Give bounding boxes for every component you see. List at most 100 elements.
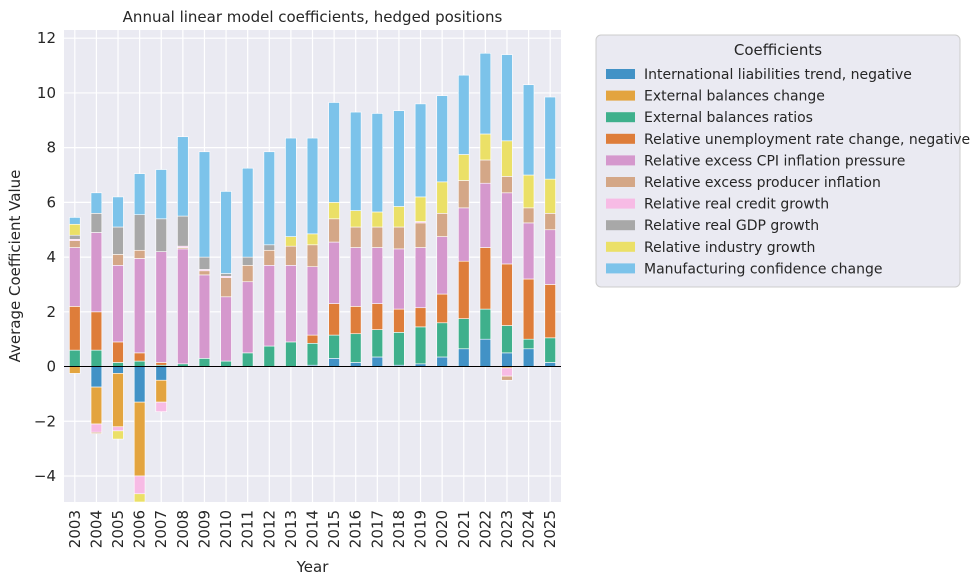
bar-segment [436,213,448,237]
bar-segment [155,218,167,252]
bar-segment [328,358,340,367]
legend-swatch [606,220,635,231]
bar-segment [263,244,275,251]
bar-segment [458,348,470,367]
y-tick-label: 6 [46,193,56,211]
x-tick-label: 2015 [325,510,343,548]
x-tick-label: 2013 [282,510,300,548]
bar-segment [501,54,513,142]
y-tick-label: 12 [37,29,56,47]
x-tick-label: 2018 [390,510,408,548]
bar-segment [544,337,556,363]
legend-label: Relative unemployment rate change, negat… [644,132,970,148]
y-tick-label: −2 [34,412,56,430]
bar-segment [133,249,146,259]
bar-segment [133,214,146,251]
bar-segment [414,326,427,365]
bar-segment [393,110,405,207]
bar-segment [458,260,470,319]
bar-segment [393,248,405,310]
bar-segment [133,352,146,362]
bar-segment [328,241,340,304]
bar-segment [198,274,211,359]
legend-title: Coefficients [734,41,822,59]
y-tick-label: 2 [46,303,56,321]
bar-segment [285,265,297,343]
bar-segment [328,218,340,243]
legend-label: Relative excess producer inflation [644,175,881,191]
bar-segment [198,358,211,367]
bar-segment [328,334,340,359]
bar-segment [371,247,384,304]
bar-segment [90,311,103,351]
bar-segment [112,226,124,255]
bar-segment [112,341,124,363]
bar-segment [69,306,81,351]
legend-swatch [606,90,635,101]
bar-segment [198,270,211,276]
x-tick-label: 2007 [152,510,170,548]
bar-segment [285,245,297,266]
bar-segment [155,401,167,413]
bar-segment [522,222,535,280]
bar-segment [241,265,254,283]
bar-segment [220,296,232,362]
bar-segment [479,133,492,161]
bar-segment [501,176,513,194]
legend-label: Relative excess CPI inflation pressure [644,153,905,169]
legend-box [595,34,961,288]
bar-segment [90,192,103,214]
chart-title: Annual linear model coefficients, hedged… [123,8,503,26]
bar-segment [458,318,470,350]
bar-segment [501,367,513,377]
bar-segment [522,207,535,224]
bar-segment [69,366,81,374]
bar-segment [436,181,448,214]
x-tick-label: 2021 [455,510,473,548]
bar-segment [350,210,362,228]
x-tick-label: 2022 [476,510,494,548]
y-axis-label: Average Coefficient Value [6,170,24,363]
legend: Coefficients International liabilities t… [595,34,970,288]
bar-segment [544,362,556,367]
bar-segment [436,322,448,358]
bar-segment [458,74,470,155]
bar-segment [69,217,81,225]
bar-segment [501,325,513,354]
bar-segment [393,226,405,250]
bar-segment [155,366,167,381]
bar-segment [371,211,384,228]
x-tick-label: 2008 [174,510,192,548]
legend-swatch [606,241,635,252]
bar-segment [90,232,103,313]
x-tick-label: 2004 [87,510,105,548]
bar-segment [306,244,319,267]
x-tick-label: 2019 [412,510,430,548]
legend-items: International liabilities trend, negativ… [606,67,970,277]
legend-label: External balances change [644,89,825,105]
bar-segment [544,213,556,231]
bar-segment [414,196,427,222]
x-tick-label: 2025 [541,510,559,548]
bar-segment [241,256,254,266]
bar-segment [133,360,146,367]
bar-segment [522,338,535,350]
bar-segment [479,308,492,340]
legend-label: External balances ratios [644,110,813,126]
bar-segment [414,222,427,248]
bar-segment [133,173,146,215]
bar-segment [436,293,448,324]
bar-segment [306,137,319,235]
x-tick-label: 2006 [131,510,149,548]
bar-segment [306,233,319,246]
legend-swatch [606,198,635,209]
x-tick-label: 2005 [109,510,127,548]
y-tick-labels: −4 −2 0 2 4 6 8 10 12 [34,29,56,485]
legend-swatch [606,69,635,79]
bar-segment [177,136,189,217]
bar-segment [220,191,232,274]
x-tick-label: 2003 [66,510,84,548]
bar-segment [112,362,124,367]
bars [69,52,556,503]
bar-segment [544,96,556,180]
